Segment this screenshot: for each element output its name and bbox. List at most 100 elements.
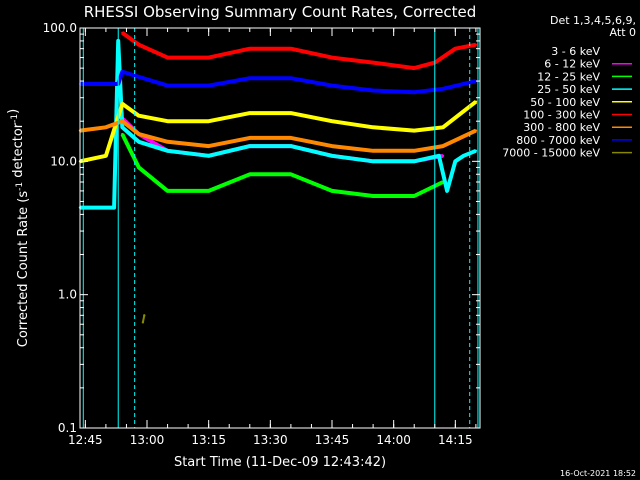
data-point	[166, 119, 169, 123]
legend-entry: 50 - 100 keV	[530, 96, 632, 109]
chart-title: RHESSI Observing Summary Count Rates, Co…	[84, 3, 477, 21]
data-point	[441, 126, 445, 129]
data-point	[121, 132, 124, 136]
legend-label: 3 - 6 keV	[551, 45, 600, 58]
data-point	[121, 119, 124, 123]
data-point	[462, 154, 465, 158]
data-point	[207, 84, 210, 87]
data-point	[371, 160, 375, 163]
data-point	[413, 90, 416, 94]
series-5	[121, 31, 478, 71]
data-point	[441, 154, 445, 158]
legend-entry: 100 - 300 keV	[523, 109, 632, 122]
axes-frame	[79, 27, 481, 429]
data-point	[207, 119, 210, 123]
data-point	[371, 149, 375, 152]
data-point	[330, 189, 334, 193]
data-point	[289, 47, 293, 50]
legend-entry: 300 - 800 keV	[523, 121, 632, 134]
legend-label: 6 - 12 keV	[544, 58, 600, 71]
data-point	[248, 144, 251, 148]
legend-entry: 3 - 6 keV	[551, 45, 632, 58]
legend-label: 100 - 300 keV	[523, 109, 600, 122]
data-point	[371, 173, 375, 176]
data-point	[248, 77, 251, 80]
y-label-sup: -1	[15, 182, 25, 191]
data-point	[166, 160, 169, 163]
data-point	[413, 129, 416, 132]
data-point	[413, 194, 416, 198]
data-point	[441, 144, 445, 148]
series-7	[78, 69, 478, 95]
series-line	[120, 119, 440, 177]
data-point	[474, 43, 478, 46]
data-point	[413, 173, 416, 176]
y-tick-label: 10.0	[50, 154, 77, 168]
data-point	[166, 189, 169, 193]
series-8	[141, 314, 146, 324]
data-point	[112, 206, 116, 209]
data-point	[137, 114, 140, 117]
data-point	[371, 89, 375, 92]
legend-label: 800 - 7000 keV	[516, 134, 600, 147]
data-point	[248, 154, 251, 158]
y-label-sup: -1	[10, 114, 20, 123]
series-6	[78, 119, 478, 153]
data-point	[121, 102, 124, 106]
y-tick-label: 1.0	[58, 288, 77, 302]
data-point	[371, 126, 375, 129]
data-point	[137, 166, 140, 169]
legend-entry: 25 - 50 keV	[537, 83, 632, 96]
data-point	[248, 111, 251, 115]
x-tick-label: 13:00	[130, 433, 165, 447]
data-point	[137, 75, 140, 79]
data-point	[474, 100, 478, 103]
legend-header-line: Det 1,3,4,5,6,9,	[550, 14, 636, 27]
x-tick-label: 14:15	[438, 433, 473, 447]
data-point	[248, 47, 251, 50]
data-point	[371, 194, 375, 198]
series-line	[120, 133, 444, 198]
data-point	[207, 144, 210, 148]
y-label-part: Corrected Count Rate (s	[16, 191, 31, 348]
data-point	[137, 43, 140, 46]
x-tick-label: 13:30	[253, 433, 288, 447]
data-point	[121, 126, 124, 129]
data-point	[166, 149, 169, 152]
data-point	[454, 160, 457, 163]
data-point	[289, 154, 293, 158]
data-point	[248, 136, 251, 140]
y-label-part: detector	[11, 122, 26, 182]
legend-entry: 7000 - 15000 keV	[502, 147, 632, 160]
data-point	[137, 132, 140, 136]
data-point	[121, 70, 124, 73]
data-point	[289, 111, 293, 115]
legend-entry: 6 - 12 keV	[544, 58, 632, 71]
data-point	[141, 321, 145, 324]
data-point	[207, 56, 210, 59]
data-point	[413, 149, 416, 152]
data-point	[289, 77, 293, 80]
data-point	[454, 47, 457, 50]
x-tick-label: 14:00	[376, 433, 411, 447]
plot-area: 0.1 1.0 10.0 100.0 12:45 13:00 13:15 13:30 13:45…	[43, 21, 481, 447]
data-point	[207, 189, 210, 193]
legend-label: 12 - 25 keV	[537, 70, 600, 83]
data-point	[441, 87, 445, 90]
timestamp: 16-Oct-2021 18:52	[560, 469, 636, 478]
data-point	[330, 56, 334, 59]
data-point	[104, 154, 108, 158]
data-point	[413, 66, 416, 70]
data-point	[166, 140, 169, 144]
data-point	[437, 154, 441, 158]
data-point	[248, 173, 251, 176]
data-point	[166, 56, 169, 59]
data-point	[207, 166, 210, 169]
data-point	[371, 61, 375, 64]
y-axis-label: Corrected Count Rate (s-1 detector-1)	[6, 109, 31, 347]
y-axis-label-text: Corrected Count Rate (s-1 detector-1)	[6, 109, 31, 347]
data-point	[143, 314, 146, 317]
